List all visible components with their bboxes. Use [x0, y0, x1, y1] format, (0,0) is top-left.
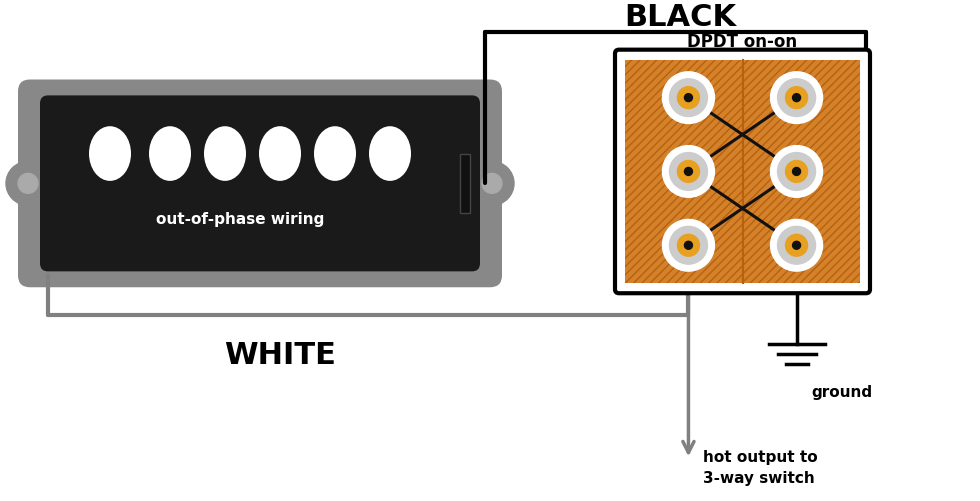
FancyBboxPatch shape	[615, 51, 870, 294]
Circle shape	[684, 242, 693, 249]
Circle shape	[677, 88, 700, 109]
Circle shape	[777, 153, 815, 191]
Circle shape	[770, 220, 822, 272]
Circle shape	[777, 80, 815, 117]
Text: BLACK: BLACK	[624, 4, 736, 32]
Bar	[625, 61, 860, 284]
Circle shape	[786, 235, 808, 257]
Circle shape	[482, 174, 502, 194]
Text: out-of-phase wiring: out-of-phase wiring	[156, 211, 324, 226]
Ellipse shape	[89, 127, 131, 181]
Circle shape	[662, 73, 714, 124]
Circle shape	[669, 227, 708, 265]
Circle shape	[684, 95, 693, 102]
Text: WHITE: WHITE	[224, 341, 336, 370]
Circle shape	[677, 161, 700, 183]
Circle shape	[777, 227, 815, 265]
FancyBboxPatch shape	[40, 96, 480, 272]
Circle shape	[793, 95, 801, 102]
Circle shape	[786, 88, 808, 109]
Circle shape	[677, 235, 700, 257]
Circle shape	[786, 161, 808, 183]
Text: DPDT on-on: DPDT on-on	[687, 33, 798, 51]
Circle shape	[18, 174, 38, 194]
Circle shape	[662, 146, 714, 198]
Ellipse shape	[259, 127, 301, 181]
Circle shape	[662, 220, 714, 272]
Circle shape	[770, 146, 822, 198]
Circle shape	[669, 80, 708, 117]
Circle shape	[470, 162, 514, 206]
Ellipse shape	[204, 127, 246, 181]
Circle shape	[684, 168, 693, 176]
Circle shape	[669, 153, 708, 191]
Bar	[625, 61, 860, 284]
Text: hot output to
3-way switch: hot output to 3-way switch	[704, 449, 818, 485]
FancyBboxPatch shape	[18, 80, 502, 288]
Ellipse shape	[369, 127, 411, 181]
Text: ground: ground	[811, 384, 872, 399]
Ellipse shape	[314, 127, 356, 181]
Circle shape	[6, 162, 50, 206]
Circle shape	[770, 73, 822, 124]
Circle shape	[793, 242, 801, 249]
Circle shape	[793, 168, 801, 176]
Ellipse shape	[149, 127, 191, 181]
Bar	[460, 154, 470, 214]
